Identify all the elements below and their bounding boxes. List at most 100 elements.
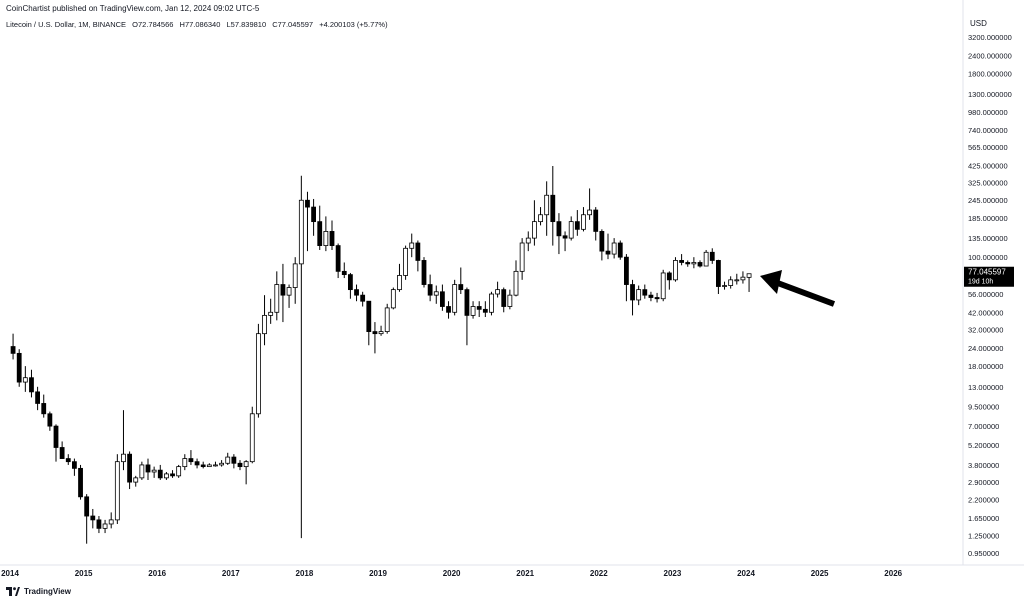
candle-body[interactable] [458,284,464,291]
candle-body[interactable] [366,300,372,332]
candle-body[interactable] [268,311,274,316]
candle-body[interactable] [84,496,90,517]
candle-body[interactable] [679,260,684,263]
candle-body[interactable] [397,275,402,291]
candle-body[interactable] [587,209,592,216]
candle-body[interactable] [501,289,507,307]
candle-body[interactable] [102,523,108,529]
candle-body[interactable] [439,291,445,307]
candle-body[interactable] [22,377,28,383]
candle-body[interactable] [709,251,715,261]
candle-body[interactable] [716,260,721,287]
candle-body[interactable] [746,273,752,278]
candle-body[interactable] [476,306,482,310]
candle-body[interactable] [519,242,525,272]
candle-body[interactable] [482,308,488,313]
candle-body[interactable] [384,307,390,332]
candle-body[interactable] [378,331,384,335]
candle-body[interactable] [16,352,22,383]
candle-body[interactable] [648,294,654,298]
candle-body[interactable] [562,235,568,239]
candle-body[interactable] [421,260,427,285]
candle-body[interactable] [47,413,53,427]
candle-body[interactable] [114,461,120,521]
candle-body[interactable] [157,469,163,479]
candle-body[interactable] [237,462,243,468]
candle-body[interactable] [360,294,366,302]
candle-body[interactable] [133,477,139,483]
candle-body[interactable] [341,270,347,276]
candle-body[interactable] [550,194,556,223]
candle-body[interactable] [734,279,740,282]
candle-body[interactable] [151,469,157,473]
candle-body[interactable] [666,272,672,281]
candle-body[interactable] [200,464,206,468]
candle-body[interactable] [72,461,77,469]
candle-body[interactable] [427,284,433,296]
candle-body[interactable] [108,519,114,525]
candle-body[interactable] [624,256,629,285]
candle-body[interactable] [225,456,231,464]
candle-body[interactable] [194,461,200,466]
candle-body[interactable] [691,262,697,265]
candle-body[interactable] [335,245,341,272]
candle-body[interactable] [121,453,126,463]
candle-body[interactable] [593,209,599,232]
candle-body[interactable] [182,458,188,468]
candle-body[interactable] [262,314,267,335]
candle-body[interactable] [206,464,212,468]
candle-body[interactable] [188,458,194,463]
candle-body[interactable] [305,199,310,208]
candle-body[interactable] [722,285,727,287]
candle-body[interactable] [90,515,96,521]
candle-body[interactable] [452,284,458,313]
candle-body[interactable] [292,263,298,288]
candle-body[interactable] [96,519,102,529]
candle-body[interactable] [507,294,513,307]
candle-body[interactable] [329,231,335,246]
candle-body[interactable] [139,464,145,479]
candle-body[interactable] [630,284,635,301]
candle-body[interactable] [599,231,605,252]
candle-body[interactable] [317,221,323,246]
candle-body[interactable] [176,466,182,477]
candle-body[interactable] [219,462,225,466]
time-axis[interactable]: 2014 2015 2016 2017 2018 2019 2020 2021 2022 2023… [1,569,903,578]
annotation-arrow[interactable] [760,270,836,307]
candle-body[interactable] [556,221,562,237]
candle-body[interactable] [409,242,415,249]
candle-body[interactable] [525,237,531,244]
candle-body[interactable] [403,247,409,276]
candle-body[interactable] [544,194,550,216]
candle-body[interactable] [170,473,175,477]
price-axis[interactable]: 3200.000000 2400.000000 1800.000000 1300.00… [968,33,1012,558]
candle-body[interactable] [255,333,261,415]
candle-body[interactable] [53,425,59,448]
candle-body[interactable] [464,289,470,316]
candle-body[interactable] [617,242,623,258]
candle-body[interactable] [574,221,580,230]
tradingview-footer[interactable]: TradingView [6,587,71,596]
candle-body[interactable] [538,214,543,223]
candle-body[interactable] [685,262,691,265]
candle-body[interactable] [446,306,451,313]
candle-body[interactable] [354,289,359,296]
candle-body[interactable] [636,289,642,301]
candle-body[interactable] [605,250,611,255]
candle-body[interactable] [660,272,666,300]
candle-body[interactable] [311,206,317,223]
candle-body[interactable] [145,464,151,473]
candle-body[interactable] [41,403,47,415]
candle-body[interactable] [127,453,132,483]
candle-body[interactable] [298,199,304,265]
candle-body[interactable] [243,461,249,468]
candle-body[interactable] [347,274,353,291]
candle-body[interactable] [323,231,329,246]
candle-body[interactable] [489,293,494,313]
candle-body[interactable] [35,391,40,404]
candle-body[interactable] [654,297,660,300]
candle-body[interactable] [740,276,746,281]
candle-body[interactable] [231,456,237,464]
candle-body[interactable] [532,221,537,239]
